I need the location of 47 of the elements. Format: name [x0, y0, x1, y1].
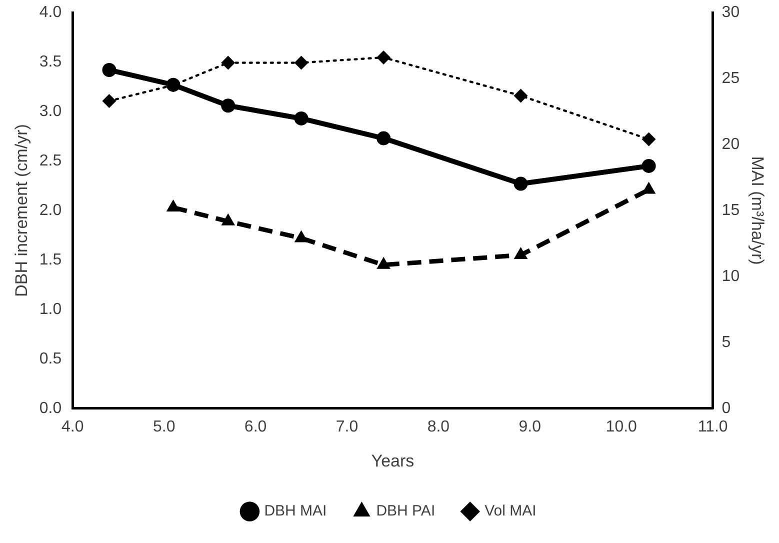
y-tick-label: 3.0: [39, 102, 62, 120]
point: [376, 131, 391, 146]
x-tick-label: 10.0: [606, 418, 638, 436]
point: [514, 247, 528, 260]
point: [221, 98, 236, 113]
point: [376, 256, 391, 269]
y-tick-label: 3.5: [39, 53, 62, 70]
point: [221, 56, 236, 70]
point: [294, 111, 308, 126]
x-tick-label: 4.0: [62, 418, 84, 436]
point: [514, 88, 528, 103]
point: [102, 62, 116, 77]
x-tick-label: 5.0: [152, 418, 176, 436]
y-tick-label: 4.0: [39, 4, 62, 22]
y2-tick-label: 20: [722, 136, 740, 153]
point: [221, 213, 236, 226]
y-tick-label: 2.0: [39, 202, 62, 219]
y2-tick-label: 10: [722, 268, 740, 285]
x-axis-title: Years: [371, 451, 414, 470]
point: [294, 230, 308, 242]
y-tick-label: 1.5: [39, 251, 62, 268]
y-tick-label: 1.0: [39, 300, 62, 318]
y-tick-label: 2.5: [39, 152, 62, 170]
x-tick-label: 11.0: [698, 418, 728, 436]
x-tick-label: 8.0: [427, 418, 450, 436]
y-tick-label: 0.0: [39, 400, 62, 417]
x-tick-label: 7.0: [336, 418, 358, 436]
y2-axis-title: MAI (m³/ha/yr): [748, 156, 768, 265]
point: [642, 158, 656, 173]
y-axis-title: DBH increment (cm/yr): [12, 124, 31, 297]
legend-label: DBH PAI: [376, 502, 436, 520]
point: [102, 94, 116, 108]
point: [166, 200, 180, 212]
y2-tick-label: 25: [722, 70, 740, 87]
y2-tick-label: 5: [722, 334, 731, 351]
x-tick-label: 6.0: [244, 418, 267, 436]
legend-label: DBH MAI: [264, 502, 327, 520]
point: [514, 176, 528, 191]
legend-label: Vol MAI: [484, 502, 536, 520]
y-tick-label: 0.5: [39, 350, 62, 368]
y2-tick-label: 15: [722, 202, 740, 219]
point: [376, 50, 391, 64]
y2-tick-label: 0: [722, 400, 731, 417]
point: [642, 132, 656, 146]
point: [294, 56, 308, 70]
x-tick-label: 9.0: [518, 418, 542, 436]
y2-tick-label: 30: [722, 4, 740, 22]
